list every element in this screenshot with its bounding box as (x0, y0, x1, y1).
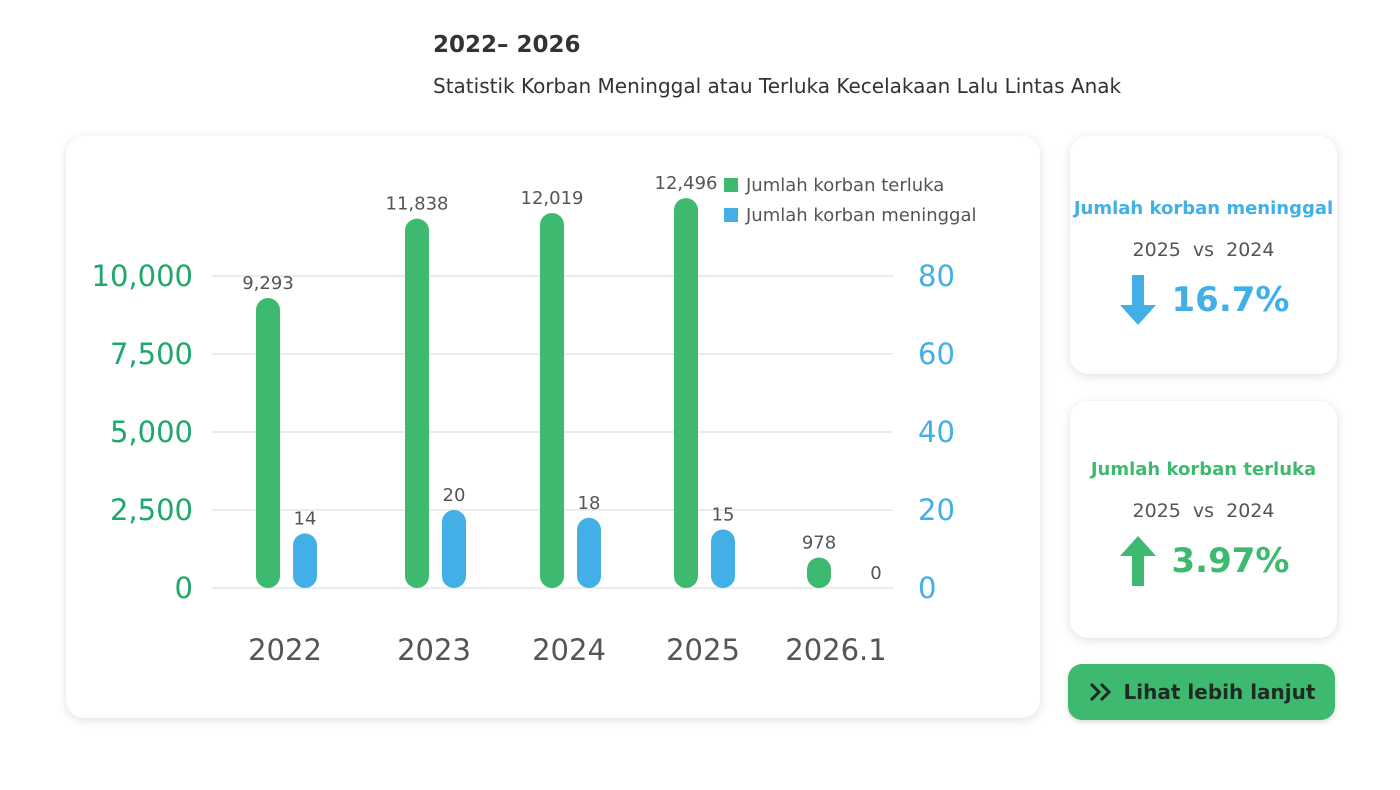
subtitle: Statistik Korban Meninggal atau Terluka … (433, 74, 1122, 98)
card-comparison: 2025 vs 2024 (1132, 500, 1275, 522)
y2-tick-label: 80 (918, 259, 955, 293)
bar (442, 510, 466, 588)
x-tick-label: 2022 (248, 633, 322, 667)
legend-swatch (724, 178, 738, 192)
arrow-up (1119, 536, 1156, 586)
more-button[interactable]: Lihat lebih lanjut (1068, 664, 1335, 720)
bar (674, 198, 698, 588)
value-label: 15 (712, 505, 735, 526)
value-label: 18 (578, 493, 601, 514)
bar (405, 218, 429, 588)
card-comparison: 2025 vs 2024 (1132, 239, 1275, 261)
card-change: 3.97% (1070, 536, 1337, 586)
value-label: 12,019 (521, 188, 584, 209)
bar (807, 557, 831, 588)
title: 2022– 2026 (433, 32, 581, 58)
arrow-down (1119, 275, 1156, 325)
value-label: 12,496 (655, 173, 718, 194)
y2-tick-label: 20 (918, 493, 955, 527)
card-change: 16.7% (1070, 275, 1337, 325)
bar (540, 213, 564, 588)
value-label: 14 (294, 508, 317, 529)
bar (577, 517, 601, 588)
chart-card: 0 2,500 5,000 7,500 10,000 0 20 40 60 80 2022 2023 2… (66, 136, 1040, 718)
y-tick-label: 7,500 (110, 337, 193, 371)
y2-tick-label: 60 (918, 337, 955, 371)
y-tick-label: 0 (175, 571, 193, 605)
y-tick-label: 2,500 (110, 493, 193, 527)
legend-swatch (724, 208, 738, 222)
bar (293, 533, 317, 588)
x-tick-label: 2026.1 (785, 633, 886, 667)
card-title: Jumlah korban meninggal (1073, 198, 1334, 219)
stat-card: Jumlah korban terluka 2025 vs 2024 3.97% (1070, 401, 1337, 638)
y2-tick-label: 0 (918, 571, 936, 605)
bar (256, 298, 280, 588)
y-tick-label: 10,000 (92, 259, 193, 293)
value-label: 11,838 (386, 194, 449, 215)
value-label: 0 (870, 563, 881, 584)
value-label: 978 (802, 532, 836, 553)
stat-card: Jumlah korban meninggal 2025 vs 2024 16.… (1070, 136, 1337, 374)
bar (711, 529, 735, 588)
y-tick-label: 5,000 (110, 415, 193, 449)
button-label: Lihat lebih lanjut (1123, 680, 1316, 704)
value-label: 9,293 (242, 273, 294, 294)
chart: 0 2,500 5,000 7,500 10,000 0 20 40 60 80 2022 2023 2… (92, 173, 977, 667)
value-label: 20 (443, 485, 466, 506)
y2-tick-label: 40 (918, 415, 955, 449)
legend-label: Jumlah korban meninggal (745, 205, 977, 226)
legend-label: Jumlah korban terluka (745, 175, 944, 196)
change-value: 16.7% (1171, 280, 1290, 320)
x-tick-label: 2025 (666, 633, 740, 667)
x-tick-label: 2023 (397, 633, 471, 667)
card-title: Jumlah korban terluka (1090, 459, 1317, 480)
change-value: 3.97% (1171, 541, 1290, 581)
x-tick-label: 2024 (532, 633, 606, 667)
chevrons (1089, 682, 1111, 702)
